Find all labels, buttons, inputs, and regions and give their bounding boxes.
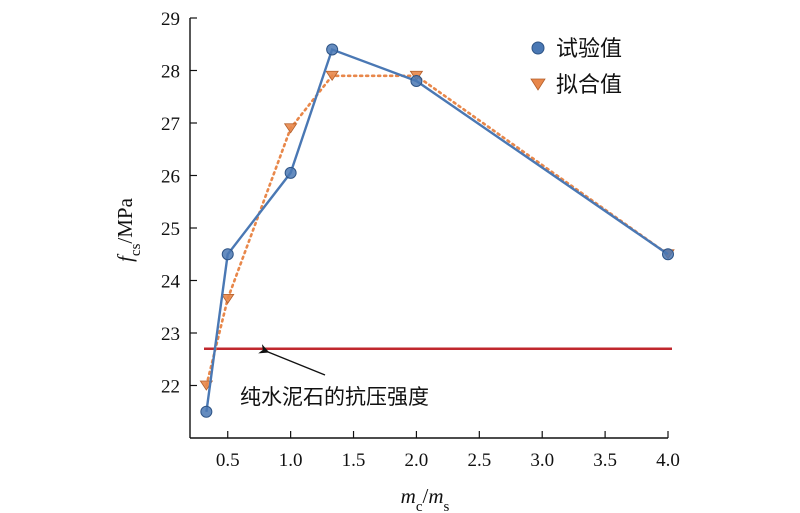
y-tick-label: 22	[161, 377, 180, 398]
series-line-2	[205, 74, 670, 387]
x-tick-label: 1.0	[279, 450, 303, 471]
y-tick-label: 29	[161, 9, 180, 30]
x-axis-label-sep: /	[422, 484, 428, 508]
y-tick-label: 23	[161, 324, 180, 345]
series-layer	[199, 43, 675, 418]
annotation-label: 纯水泥石的抗压强度	[240, 385, 429, 409]
data-point-series-2	[220, 293, 235, 305]
y-tick-label: 27	[161, 114, 180, 135]
x-tick-label: 0.5	[216, 450, 240, 471]
x-tick-label: 4.0	[656, 450, 680, 471]
x-tick-label: 3.0	[530, 450, 554, 471]
y-tick-label: 26	[161, 167, 180, 188]
data-point-series-2	[283, 123, 298, 134]
y-tick-label: 28	[161, 62, 180, 83]
y-tick-label: 25	[161, 219, 180, 240]
reference-line-group: 纯水泥石的抗压强度	[204, 344, 672, 409]
data-point-series-1	[221, 248, 234, 261]
series-line-1	[205, 47, 669, 412]
x-tick-label: 3.5	[593, 450, 617, 471]
legend-marker-2	[530, 78, 546, 91]
annotation-arrow	[258, 344, 326, 376]
x-axis-label-sub: c	[416, 499, 423, 513]
y-axis-label: fcs/MPa	[113, 197, 144, 262]
data-point-series-1	[662, 248, 674, 261]
y-axis-label-unit: /MPa	[113, 197, 137, 243]
x-tick-label: 2.0	[405, 450, 429, 471]
x-tick-label: 1.5	[342, 450, 366, 471]
data-point-series-2	[325, 70, 339, 81]
y-axis-label-var: f	[113, 253, 137, 262]
x-axis-label: mc/ms	[401, 484, 450, 513]
data-point-series-1	[410, 75, 423, 87]
legend-label-2: 拟合值	[556, 73, 622, 98]
y-axis-label-sub: cs	[128, 243, 144, 256]
legend-label-1: 试验值	[556, 37, 622, 62]
x-axis-label-sub2: s	[444, 499, 450, 513]
y-tick-label: 24	[161, 272, 181, 293]
x-axis-label-var2: m	[428, 484, 443, 508]
x-tick-label: 2.5	[467, 450, 491, 471]
data-point-series-1	[200, 405, 213, 418]
data-point-series-1	[284, 166, 297, 179]
x-axis-ticks: 0.5 1.0 1.5 2.0 2.5 3.0 3.5 4.0	[216, 431, 680, 471]
legend-marker-1	[531, 41, 545, 55]
data-point-series-1	[326, 43, 339, 56]
y-axis-ticks: 22 23 24 25 26 27 28 29	[161, 9, 197, 398]
x-axis-label-var: m	[401, 484, 416, 508]
